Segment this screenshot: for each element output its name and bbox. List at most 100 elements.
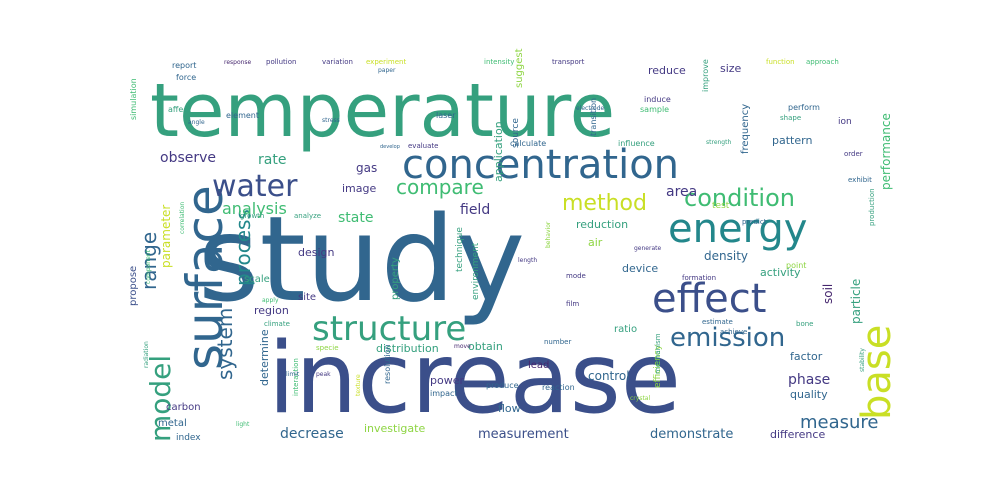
word-move: move [454,343,471,350]
word-reduction: reduction [576,218,628,231]
word-achieve: achieve [720,328,747,336]
word-interaction: interaction [292,358,300,396]
word-order: order [844,150,863,158]
word-ion: ion [838,117,852,127]
word-estimate: estimate [702,318,733,326]
word-peak: peak [316,371,331,378]
word-propose: propose [128,266,139,306]
word-variation: variation [322,58,353,66]
word-structure: structure [312,309,466,349]
word-point: point [786,261,806,270]
word-electrode: electrode [576,105,605,112]
word-improve: improve [701,59,710,92]
word-ratio: ratio [614,324,637,335]
word-concentration: concentration [402,142,679,188]
word-suggest: suggest [514,48,525,88]
word-soil: soil [821,284,835,304]
word-angle: angle [188,119,205,126]
word-metal: metal [158,418,187,429]
word-region: region [254,304,289,317]
word-bone: bone [796,320,813,328]
word-component: component [145,249,152,284]
word-rate: rate [258,152,286,168]
word-system: system [213,308,237,380]
word-production: production [868,188,876,226]
word-test: test [712,201,730,211]
word-property: property [390,257,401,300]
word-particle: particle [849,279,863,324]
word-influence: influence [618,139,655,148]
word-site: site [298,292,316,303]
word-efficiency: efficiency [653,344,663,388]
word-scale: scale [244,274,270,285]
word-intensity: intensity [484,58,514,66]
word-transport: transport [552,58,585,66]
word-determine: determine [258,329,271,386]
word-force: force [176,73,196,82]
word-measurement: measurement [478,427,569,442]
word-control: control [588,369,630,383]
word-energy: energy [668,206,807,252]
word-analyze: analyze [294,212,321,220]
word-field: field [460,202,490,218]
word-device: device [622,262,658,275]
word-size: size [720,62,742,75]
word-transition: transition [589,98,598,136]
word-limit: limit [286,371,300,378]
word-crystal: crystal [630,395,650,402]
word-source: source [511,118,521,148]
word-perform: perform [788,103,820,112]
word-strength: strength [706,139,731,146]
word-texture: texture [355,374,362,396]
word-analysis: analysis [222,199,287,218]
word-number: number [544,338,571,346]
word-gas: gas [356,161,377,175]
word-experiment: experiment [366,58,406,66]
word-base: base [854,325,900,420]
word-produce: produce [486,381,519,390]
word-induce: induce [644,95,671,104]
word-application: application [492,121,505,182]
word-density: density [704,249,748,263]
word-index: index [176,433,201,443]
word-pattern: pattern [772,134,812,147]
word-simulation: simulation [129,78,138,120]
word-flow: flow [498,402,521,415]
word-radiation: radiation [143,341,150,368]
word-decrease: decrease [280,426,344,442]
word-correlation: correlation [179,202,186,234]
word-quality: quality [790,388,828,401]
word-affect: affect [168,105,191,114]
word-method: method [562,191,647,216]
word-apply: apply [262,297,279,304]
word-growth: growth [240,212,264,220]
word-report: report [172,61,196,70]
word-specie: specie [316,344,339,352]
word-shape: shape [780,114,801,122]
word-area: area [666,184,697,200]
word-surface: surface [176,185,234,370]
word-light: light [236,421,250,428]
word-length: length [518,257,537,264]
word-state: state [338,210,373,226]
word-function: function [766,58,795,66]
word-pollution: pollution [266,58,296,66]
word-frequency: frequency [740,104,751,154]
word-environment: environment [471,242,481,300]
word-effect: effect [652,276,766,322]
word-paper: paper [378,67,396,74]
word-difference: difference [770,428,825,441]
word-demonstrate: demonstrate [650,427,733,442]
word-model: model [144,355,177,442]
word-carbon: carbon [166,402,201,413]
word-reaction: reaction [542,383,575,392]
word-range: range [137,232,161,290]
word-resolution: resolution [383,344,392,384]
word-stability: stability [859,348,866,372]
word-observe: observe [160,150,216,166]
word-mode: mode [566,272,586,280]
word-parameter: parameter [159,205,173,268]
word-design: design [298,246,335,259]
word-process: process [231,209,255,286]
